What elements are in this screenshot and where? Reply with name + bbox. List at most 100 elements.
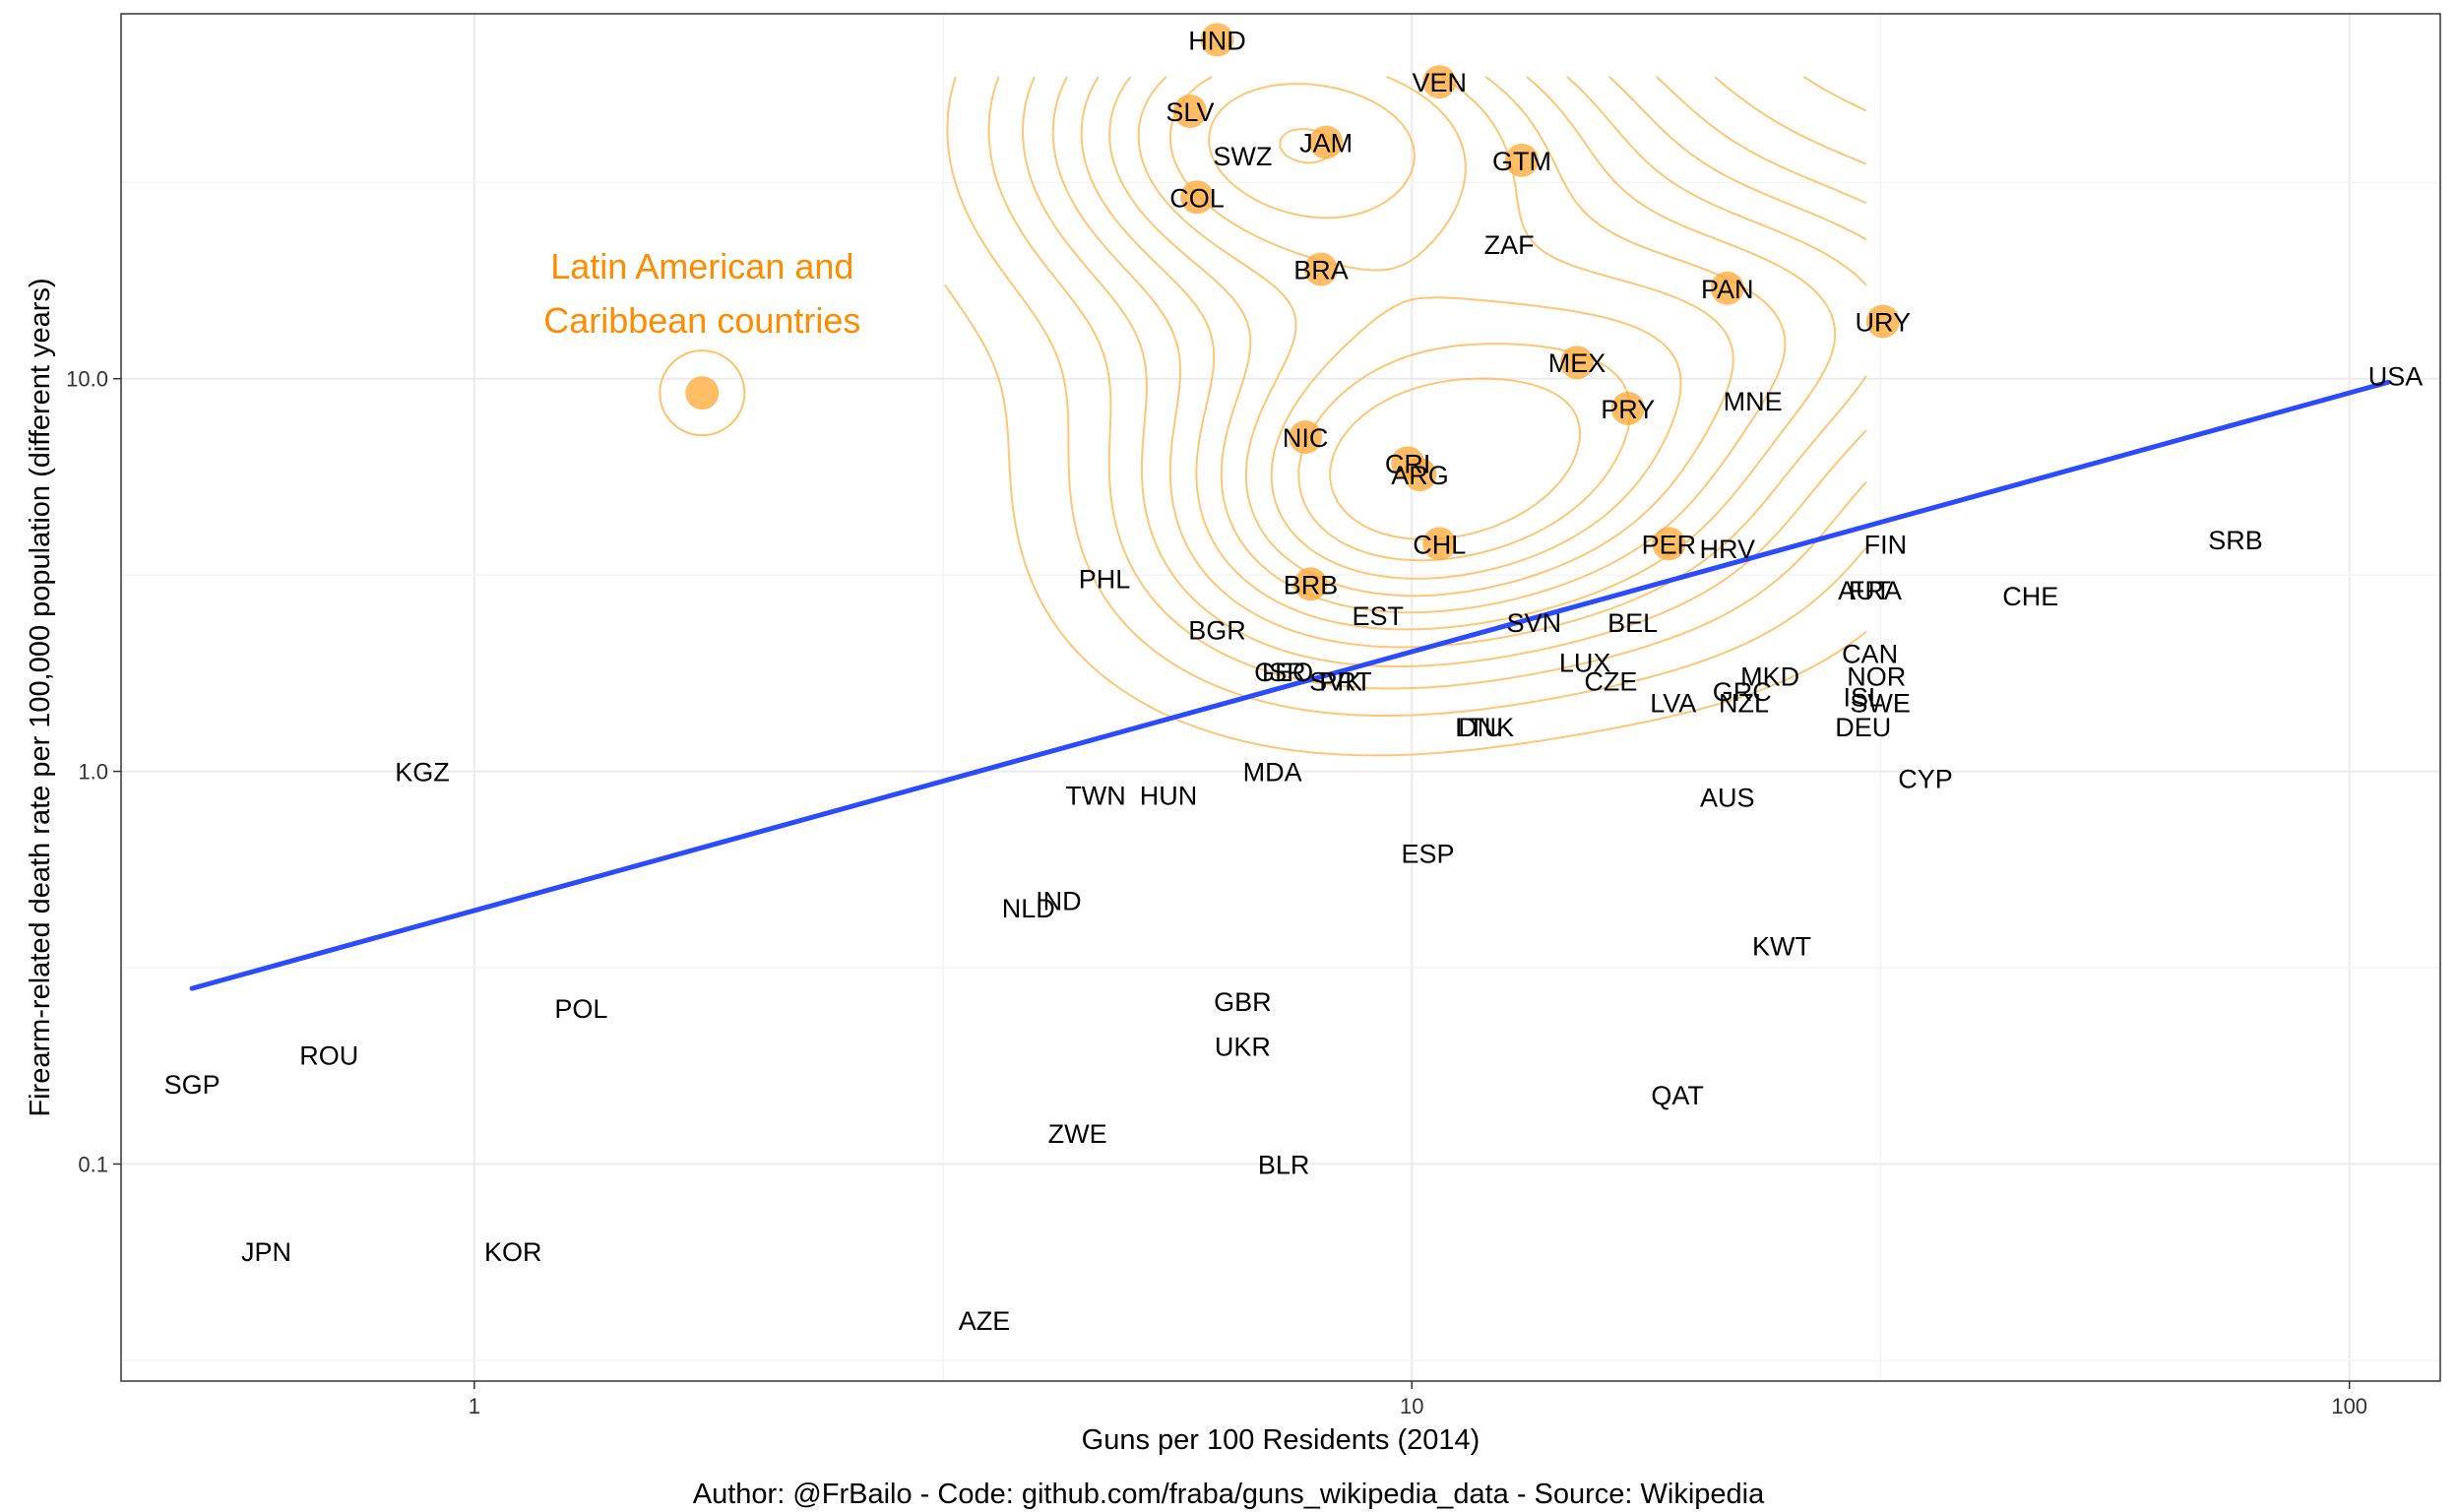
country-label-lux: LUX (1559, 648, 1611, 677)
country-label-zwe: ZWE (1048, 1119, 1107, 1149)
country-point-chl (1422, 527, 1457, 561)
country-label-lva: LVA (1650, 688, 1696, 718)
country-label-ven: VEN (1412, 68, 1467, 97)
country-label-nic: NIC (1283, 423, 1329, 453)
country-point-bra (1303, 252, 1338, 286)
density-contour-line (944, 76, 1867, 757)
country-label-che: CHE (2002, 582, 2058, 611)
country-label-est: EST (1353, 601, 1405, 631)
country-label-nor: NOR (1847, 662, 1906, 692)
country-label-kor: KOR (484, 1237, 542, 1267)
country-label-jpn: JPN (241, 1237, 291, 1267)
country-label-cyp: CYP (1898, 765, 1953, 794)
country-label-mkd: MKD (1740, 662, 1799, 692)
regression-line (189, 379, 2391, 991)
annotation-group: Latin American and Caribbean countries (543, 246, 860, 437)
country-label-ukr: UKR (1215, 1032, 1271, 1061)
country-label-jam: JAM (1299, 129, 1353, 158)
x-tick-label: 100 (2331, 1394, 2367, 1418)
chart-caption: Author: @FrBailo - Code: github.com/frab… (693, 1479, 1765, 1510)
country-label-nld: NLD (1002, 894, 1055, 923)
country-point-nic (1289, 420, 1323, 455)
country-label-cri: CRI (1385, 449, 1431, 478)
country-label-aut: AUT (1838, 576, 1891, 605)
country-label-sgp: SGP (164, 1070, 220, 1100)
country-label-bra: BRA (1293, 256, 1349, 285)
country-label-col: COL (1169, 183, 1225, 213)
country-label-fin: FIN (1864, 530, 1908, 559)
country-label-swz: SWZ (1213, 142, 1272, 171)
country-label-geo: GEO (1254, 658, 1313, 687)
trend-line-group (189, 379, 2391, 991)
country-label-rou: ROU (299, 1040, 358, 1070)
x-axis-title: Guns per 100 Residents (2014) (1082, 1424, 1480, 1456)
annotation-line-2: Caribbean countries (543, 300, 860, 341)
country-label-esp: ESP (1401, 839, 1454, 868)
axis-ticks: 1 10 100 0.1 1.0 10.0 (66, 367, 2367, 1418)
country-label-mda: MDA (1243, 758, 1302, 788)
country-label-bgr: BGR (1188, 615, 1246, 645)
country-label-swe: SWE (1850, 688, 1911, 718)
annotation-line-1: Latin American and (550, 246, 853, 286)
country-label-hrv: HRV (1699, 535, 1755, 564)
country-label-hun: HUN (1140, 782, 1198, 811)
country-label-brb: BRB (1284, 570, 1339, 599)
country-label-ind: IND (1036, 886, 1082, 915)
country-point-col (1180, 180, 1215, 215)
country-label-grc: GRC (1713, 677, 1772, 707)
country-label-twn: TWN (1065, 782, 1125, 811)
country-point-ven (1422, 65, 1457, 99)
plot-frame (120, 13, 2441, 1382)
x-tick-label: 1 (469, 1394, 480, 1418)
country-label-deu: DEU (1835, 713, 1891, 742)
country-label-aus: AUS (1700, 784, 1755, 813)
country-labels: HND VEN SLV JAM SWZ GTM COL ZAF BRA PAN URY MEX USA P… (164, 26, 2424, 1336)
country-point-ury (1865, 304, 1900, 339)
y-tick-label: 1.0 (78, 760, 108, 785)
density-contour-line (1051, 76, 1867, 649)
density-contour-line (1168, 76, 1682, 580)
country-label-isl: ISL (1844, 683, 1884, 713)
gridlines (121, 14, 2440, 1381)
country-label-pol: POL (554, 994, 607, 1024)
country-label-hnd: HND (1188, 26, 1246, 55)
country-label-pan: PAN (1701, 275, 1754, 304)
country-label-mex: MEX (1548, 348, 1606, 378)
country-label-gtm: GTM (1492, 147, 1551, 176)
country-point-jam (1309, 125, 1344, 159)
density-contour-line (1022, 76, 1867, 667)
country-label-blr: BLR (1258, 1150, 1310, 1179)
country-label-can: CAN (1842, 640, 1898, 669)
y-tick-label: 10.0 (66, 367, 108, 392)
country-label-bel: BEL (1607, 608, 1658, 638)
country-label-prt: PRT (1319, 667, 1372, 697)
country-point-brb (1293, 567, 1328, 601)
annotation-ring (659, 349, 746, 437)
country-label-srb: SRB (2208, 526, 2263, 555)
country-label-isr: ISR (1262, 658, 1306, 687)
country-label-ury: URY (1856, 307, 1912, 337)
country-label-nzl: NZL (1719, 688, 1769, 718)
density-contour-line (1080, 76, 1837, 631)
density-contour-line (1108, 76, 1787, 614)
y-axis-title: Firearm-related death rate per 100,000 p… (25, 278, 56, 1116)
density-contour-line (946, 76, 1867, 718)
country-label-phl: PHL (1079, 565, 1131, 595)
country-point-per (1652, 527, 1686, 561)
country-label-gbr: GBR (1214, 987, 1272, 1017)
country-point-pry (1610, 391, 1645, 425)
country-label-zaf: ZAF (1484, 230, 1535, 260)
country-label-per: PER (1642, 530, 1697, 559)
country-label-kwt: KWT (1752, 932, 1811, 962)
y-tick-label: 0.1 (78, 1152, 108, 1176)
country-points (1172, 23, 1900, 601)
country-point-pan (1710, 271, 1744, 305)
country-label-cze: CZE (1584, 667, 1637, 697)
country-label-qat: QAT (1651, 1081, 1704, 1110)
country-label-svn: SVN (1507, 608, 1562, 638)
country-label-arg: ARG (1391, 461, 1449, 490)
density-contour-line (987, 76, 1867, 690)
country-point-hnd (1200, 23, 1234, 57)
country-label-aze: AZE (959, 1306, 1011, 1336)
